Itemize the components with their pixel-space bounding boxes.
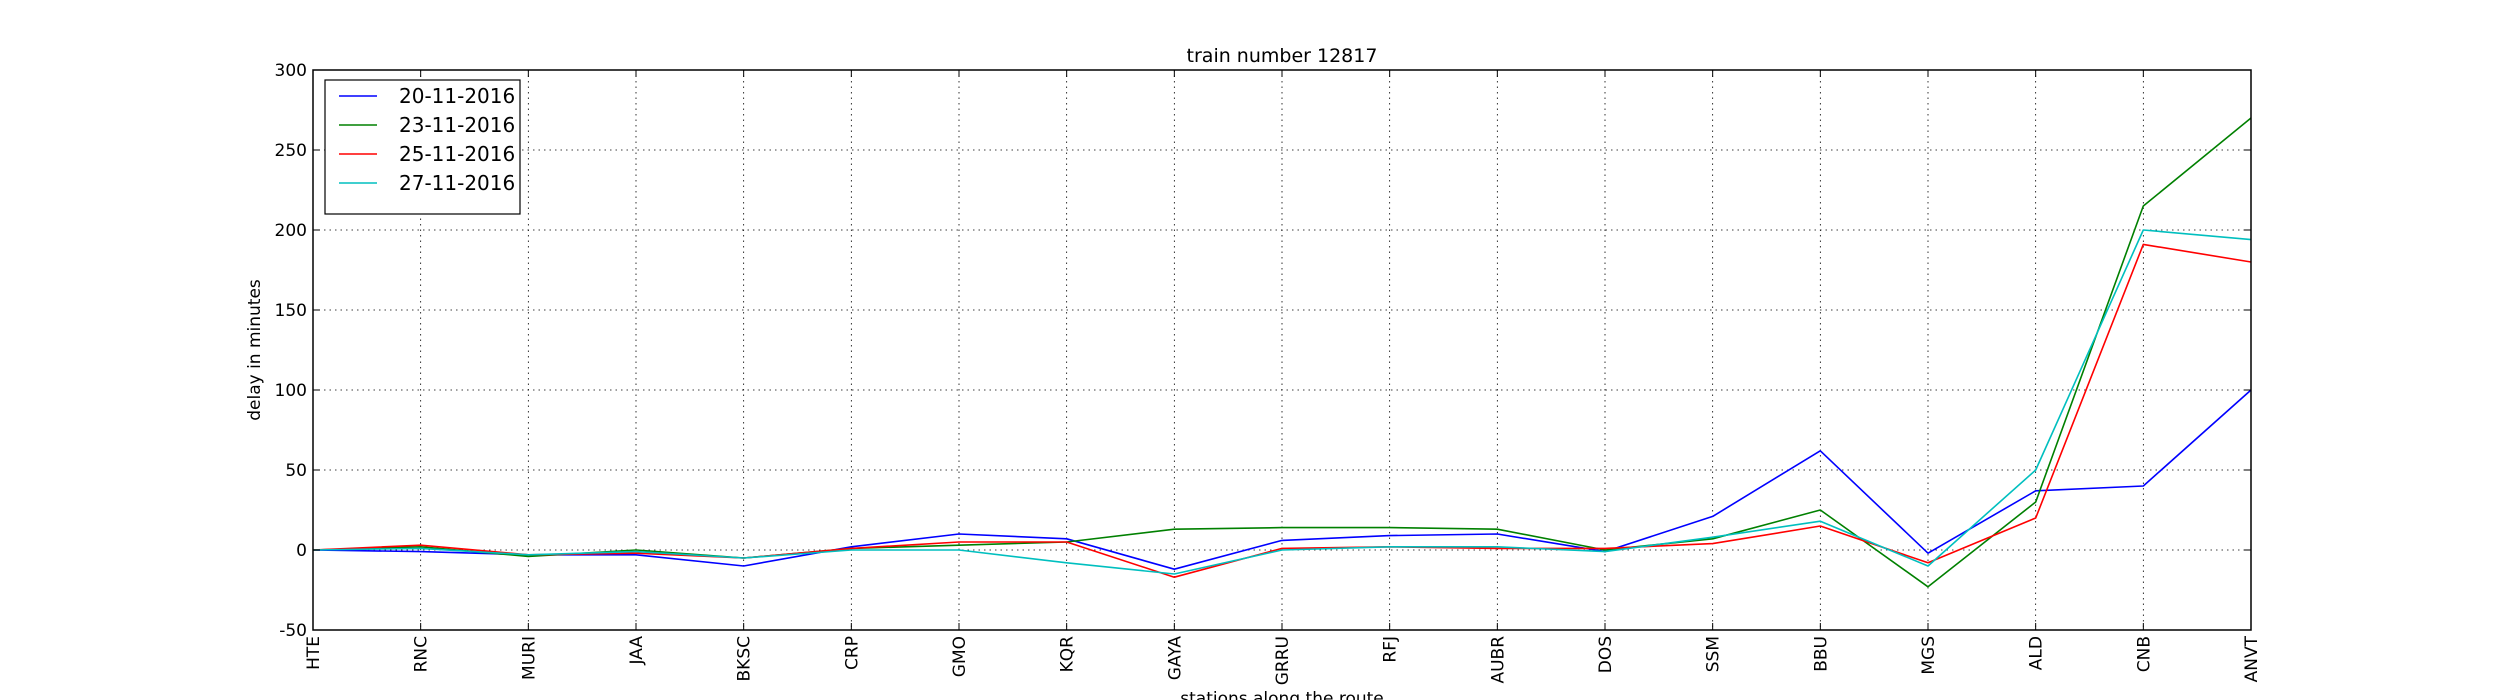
x-tick-label: CNB [2134, 636, 2154, 672]
legend-label: 27-11-2016 [399, 171, 515, 195]
x-tick-label: ANVT [2242, 635, 2262, 682]
x-tick-label: DOS [1596, 636, 1616, 673]
x-tick-label: GRRU [1273, 636, 1293, 685]
x-tick-label: CRP [842, 636, 862, 670]
x-tick-label: ALD [2027, 636, 2047, 670]
y-tick-label: 250 [275, 141, 307, 161]
y-axis-label: delay in minutes [245, 279, 265, 421]
series-line-2 [312, 117, 2252, 588]
x-tick-label: GMO [950, 636, 970, 677]
y-axis-ticks: -50 0 50 100 150 200 250 300 [275, 61, 2251, 641]
y-tick-label: 200 [275, 221, 307, 241]
x-tick-label: AUBR [1488, 636, 1508, 684]
x-tick-label: KQR [1058, 636, 1078, 673]
series-line-1 [312, 389, 2252, 571]
x-tick-label: BBU [1811, 636, 1831, 672]
data-series [312, 117, 2252, 588]
series-line-4 [312, 229, 2252, 575]
chart-title: train number 12817 [1187, 45, 1378, 67]
x-tick-label: GAYA [1165, 636, 1185, 681]
legend: 20-11-2016 23-11-2016 25-11-2016 27-11-2016 [324, 79, 521, 215]
x-tick-label: RNC [412, 636, 432, 672]
y-tick-label: 100 [275, 381, 307, 401]
legend-box [324, 79, 521, 215]
x-tick-label: MGS [1919, 636, 1939, 675]
x-axis-label: stations along the route [1180, 689, 1384, 700]
x-tick-label: BKSC [735, 636, 755, 681]
series-line-3 [312, 243, 2252, 579]
x-tick-label: HTE [304, 636, 324, 670]
x-tick-label: RFJ [1381, 636, 1401, 663]
x-tick-label: SSM [1704, 636, 1724, 672]
x-tick-label: MURI [519, 636, 539, 680]
y-tick-label: 300 [275, 61, 307, 81]
y-tick-label: 50 [285, 461, 307, 481]
legend-label: 23-11-2016 [399, 113, 515, 137]
y-tick-label: -50 [279, 621, 307, 641]
y-tick-label: 0 [296, 541, 307, 561]
legend-label: 25-11-2016 [399, 142, 515, 166]
x-tick-label: JAA [627, 636, 647, 666]
x-axis-ticks: HTE RNC MURI JAA BKSC CRP GMO KQR GAYA GRRU RFJ AUB… [304, 70, 2262, 685]
y-tick-label: 150 [275, 301, 307, 321]
legend-label: 20-11-2016 [399, 84, 515, 108]
